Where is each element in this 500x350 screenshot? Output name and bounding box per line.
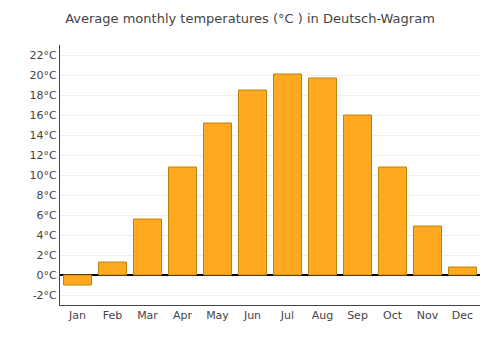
svg-text:Mar: Mar xyxy=(137,309,158,322)
svg-text:Aug: Aug xyxy=(312,309,333,322)
svg-text:Feb: Feb xyxy=(103,309,122,322)
svg-text:12°C: 12°C xyxy=(30,149,57,162)
svg-text:Oct: Oct xyxy=(383,309,403,322)
svg-text:2°C: 2°C xyxy=(37,249,57,262)
svg-text:4°C: 4°C xyxy=(37,229,57,242)
svg-text:-2°C: -2°C xyxy=(33,289,57,302)
svg-text:Apr: Apr xyxy=(173,309,193,322)
svg-text:14°C: 14°C xyxy=(30,129,57,142)
svg-text:Nov: Nov xyxy=(417,309,439,322)
svg-text:10°C: 10°C xyxy=(30,169,57,182)
svg-text:Jun: Jun xyxy=(243,309,261,322)
svg-text:8°C: 8°C xyxy=(37,189,57,202)
svg-text:18°C: 18°C xyxy=(30,89,57,102)
svg-text:May: May xyxy=(206,309,229,322)
svg-text:16°C: 16°C xyxy=(30,109,57,122)
svg-text:20°C: 20°C xyxy=(30,69,57,82)
svg-text:0°C: 0°C xyxy=(37,269,57,282)
svg-text:Jul: Jul xyxy=(280,309,294,322)
svg-text:Dec: Dec xyxy=(452,309,473,322)
svg-text:Average monthly temperatures (: Average monthly temperatures (°C ) in De… xyxy=(65,11,435,26)
svg-text:Jan: Jan xyxy=(68,309,86,322)
svg-text:22°C: 22°C xyxy=(30,49,57,62)
svg-text:6°C: 6°C xyxy=(37,209,57,222)
svg-text:Sep: Sep xyxy=(347,309,368,322)
